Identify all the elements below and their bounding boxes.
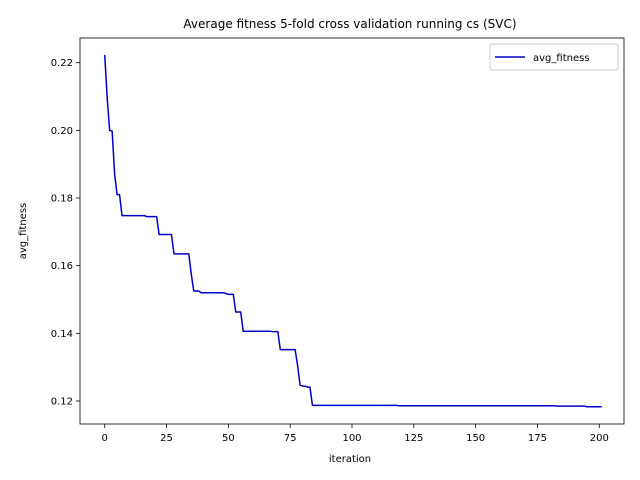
plot-background [80,38,624,424]
y-tick-label: 0.16 [51,261,73,272]
y-tick-label: 0.14 [51,329,73,340]
x-tick-label: 50 [222,433,235,444]
x-tick-label: 0 [102,433,108,444]
x-tick-label: 25 [160,433,173,444]
y-tick-label: 0.20 [51,126,73,137]
x-tick-label: 125 [404,433,423,444]
plot-area [79,37,625,425]
x-axis: 0 25 50 75 100 125 150 175 200 [102,424,609,444]
x-tick-label: 200 [590,433,609,444]
x-tick-label: 150 [466,433,485,444]
legend-label-avg-fitness: avg_fitness [533,53,590,64]
y-tick-label: 0.22 [51,58,73,69]
y-axis: 0.12 0.14 0.16 0.18 0.20 0.22 [51,58,80,407]
x-axis-label: iteration [329,454,371,465]
y-axis-label: avg_fitness [18,203,29,260]
x-tick-label: 75 [284,433,297,444]
y-tick-label: 0.18 [51,194,73,205]
chart-title: Average fitness 5-fold cross validation … [183,17,516,31]
x-tick-label: 175 [528,433,547,444]
series-line-avg-fitness [103,54,602,408]
x-tick-label: 100 [342,433,361,444]
legend-box [489,43,619,71]
y-tick-label: 0.12 [51,396,73,407]
legend: avg_fitness [489,43,619,71]
